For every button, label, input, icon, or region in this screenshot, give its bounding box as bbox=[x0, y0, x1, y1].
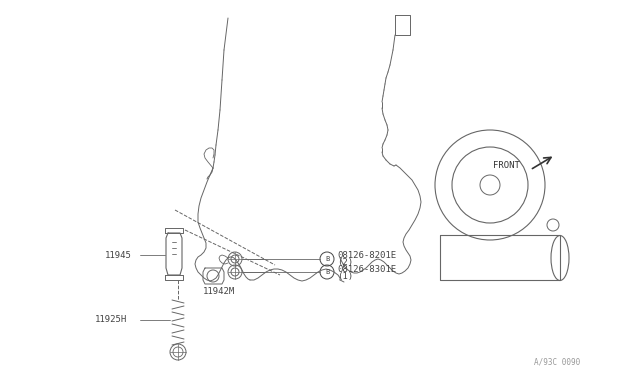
Text: FRONT: FRONT bbox=[493, 160, 520, 170]
Text: A/93C 0090: A/93C 0090 bbox=[534, 357, 580, 366]
Text: 11925H: 11925H bbox=[95, 315, 127, 324]
Text: 11942M: 11942M bbox=[203, 288, 236, 296]
Text: 11945: 11945 bbox=[105, 250, 132, 260]
Text: B: B bbox=[325, 269, 329, 275]
Text: (1): (1) bbox=[337, 272, 353, 280]
Text: B: B bbox=[325, 256, 329, 262]
Text: 08126-8201E: 08126-8201E bbox=[337, 251, 396, 260]
Text: 08126-8301E: 08126-8301E bbox=[337, 264, 396, 273]
Text: (2): (2) bbox=[337, 259, 353, 267]
